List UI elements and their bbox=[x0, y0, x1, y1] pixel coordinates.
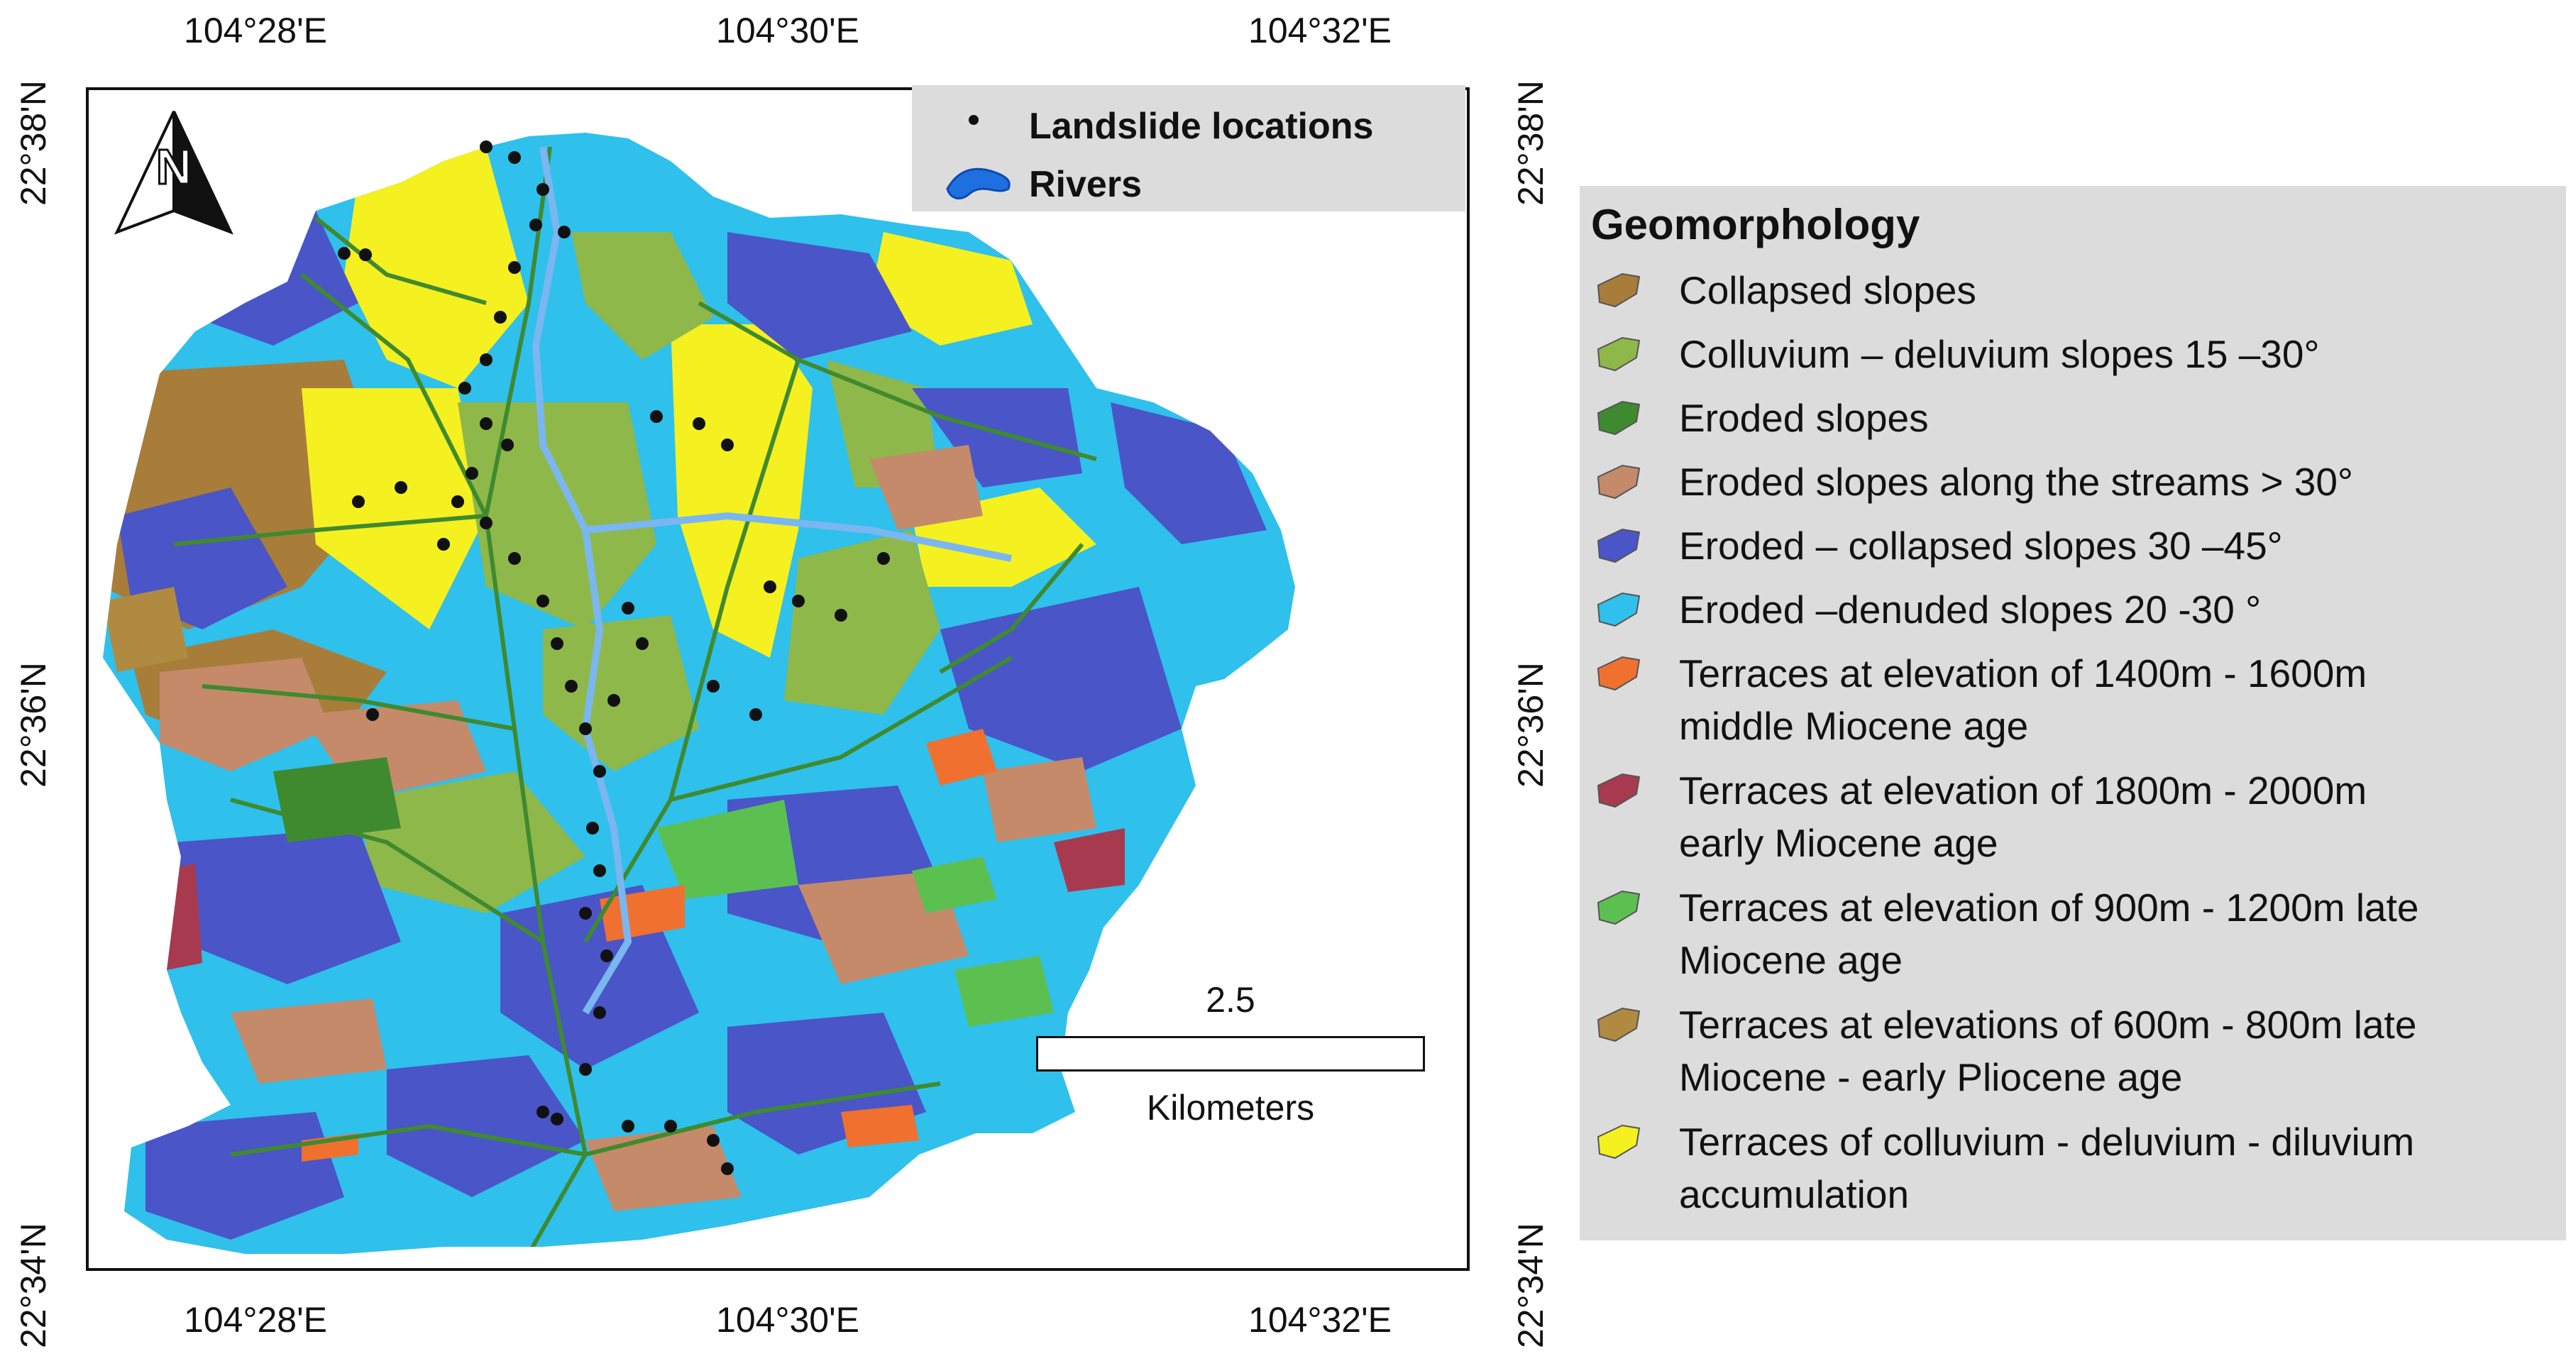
legend-item-label: Terraces at elevation of 1800m - 2000m ea… bbox=[1679, 764, 2573, 869]
top-longitude-label-2: 104°30'E bbox=[716, 11, 859, 50]
legend-item-rivers: Rivers bbox=[912, 156, 1465, 206]
legend-swatch-icon bbox=[1597, 592, 1641, 627]
legend-swatch-icon bbox=[1597, 528, 1641, 563]
map-frame: N bbox=[86, 87, 1470, 1271]
left-latitude-label-3: 22°34'N bbox=[13, 1223, 53, 1348]
legend-item-line: Eroded –denuded slopes 20 -30 ° bbox=[1679, 588, 2262, 632]
legend-item-label: Colluvium – deluvium slopes 15 –30° bbox=[1679, 328, 2573, 380]
bottom-longitude-label-3: 104°32'E bbox=[1248, 1300, 1392, 1340]
legend-item-line: Miocene age bbox=[1679, 938, 1903, 982]
legend-item-line: Terraces at elevation of 1800m - 2000m bbox=[1679, 769, 2367, 813]
bottom-longitude-label-1: 104°28'E bbox=[184, 1300, 327, 1340]
geomorphology-map bbox=[103, 133, 1295, 1254]
legend-item-line: Terraces at elevation of 1400m - 1600m bbox=[1679, 651, 2367, 695]
dot-icon bbox=[969, 115, 979, 125]
legend-item-label: Terraces at elevation of 900m - 1200m la… bbox=[1679, 881, 2573, 986]
bottom-longitude-label-2: 104°30'E bbox=[716, 1300, 859, 1340]
geomorphology-units bbox=[103, 133, 1295, 1254]
legend-label-rivers: Rivers bbox=[1029, 164, 1142, 205]
right-latitude-label-3: 22°34'N bbox=[1511, 1223, 1551, 1348]
left-latitude-label-1: 22°38'N bbox=[13, 80, 53, 206]
legend-item-label: Terraces at elevation of 1400m - 1600m mi… bbox=[1679, 647, 2573, 752]
legend-item-label: Eroded – collapsed slopes 30 –45° bbox=[1679, 519, 2573, 572]
legend-swatch-icon bbox=[1597, 464, 1641, 500]
legend-label-landslide: Landslide locations bbox=[1029, 106, 1374, 147]
scale-unit: Kilometers bbox=[1146, 1088, 1315, 1128]
legend-item-line: Terraces of colluvium - deluvium - diluv… bbox=[1679, 1120, 2415, 1164]
right-latitude-label-1: 22°38'N bbox=[1511, 80, 1551, 206]
scale-bar-box bbox=[1036, 1036, 1425, 1072]
legend-item-line: Miocene - early Pliocene age bbox=[1679, 1055, 2183, 1099]
left-latitude-label-2: 22°36'N bbox=[13, 662, 53, 788]
legend-item-label: Collapsed slopes bbox=[1679, 264, 2573, 316]
landslide-points bbox=[338, 141, 890, 1175]
legend-swatch-icon bbox=[1597, 400, 1641, 436]
legend-item-line: Terraces at elevations of 600m - 800m la… bbox=[1679, 1003, 2417, 1047]
legend-item-label: Eroded slopes bbox=[1679, 392, 2573, 444]
legend-swatch-icon bbox=[1597, 890, 1641, 925]
legend-item-label: Eroded slopes along the streams > 30° bbox=[1679, 456, 2573, 508]
river-network bbox=[532, 146, 1012, 1015]
legend-item-line: Terraces at elevation of 900m - 1200m la… bbox=[1679, 886, 2419, 930]
legend-item-label: Eroded –denuded slopes 20 -30 ° bbox=[1679, 583, 2573, 636]
legend-swatch-icon bbox=[1597, 1007, 1641, 1042]
legend-item-line: accumulation bbox=[1679, 1172, 1910, 1216]
north-letter: N bbox=[156, 139, 192, 194]
top-longitude-label-1: 104°28'E bbox=[184, 11, 327, 50]
legend-item-line: Eroded slopes bbox=[1679, 396, 1929, 440]
legend-swatch-icon bbox=[1597, 272, 1641, 308]
legend-swatch-icon bbox=[1597, 656, 1641, 691]
top-longitude-label-3: 104°32'E bbox=[1248, 11, 1392, 50]
scale-value: 2.5 bbox=[1206, 980, 1255, 1020]
scale-bar: 2.5 Kilometers bbox=[1036, 979, 1426, 1128]
legend-item-label: Terraces of colluvium - deluvium - diluv… bbox=[1679, 1116, 2573, 1221]
legend-title: Geomorphology bbox=[1591, 201, 1920, 248]
stream-network bbox=[173, 146, 1097, 1254]
legend-item-line: middle Miocene age bbox=[1679, 704, 2029, 748]
river-icon bbox=[946, 167, 1011, 200]
north-arrow-icon: N bbox=[114, 111, 233, 235]
right-latitude-label-2: 22°36'N bbox=[1511, 662, 1551, 788]
legend-item-landslide: Landslide locations bbox=[912, 98, 1465, 148]
legend-item-line: early Miocene age bbox=[1679, 821, 1998, 865]
legend-swatch-icon bbox=[1597, 1124, 1641, 1160]
legend-item-line: Eroded slopes along the streams > 30° bbox=[1679, 460, 2353, 504]
legend-swatch-icon bbox=[1597, 336, 1641, 372]
map-legend: Landslide locations Rivers bbox=[912, 85, 1465, 211]
legend-swatch-icon bbox=[1597, 773, 1641, 808]
legend-item-line: Collapsed slopes bbox=[1679, 268, 1976, 312]
legend-item-line: Colluvium – deluvium slopes 15 –30° bbox=[1679, 332, 2320, 376]
legend-item-line: Eroded – collapsed slopes 30 –45° bbox=[1679, 524, 2283, 568]
geomorphology-legend: Geomorphology Collapsed slopes Colluvium … bbox=[1580, 186, 2566, 1240]
legend-item-label: Terraces at elevations of 600m - 800m la… bbox=[1679, 998, 2573, 1103]
